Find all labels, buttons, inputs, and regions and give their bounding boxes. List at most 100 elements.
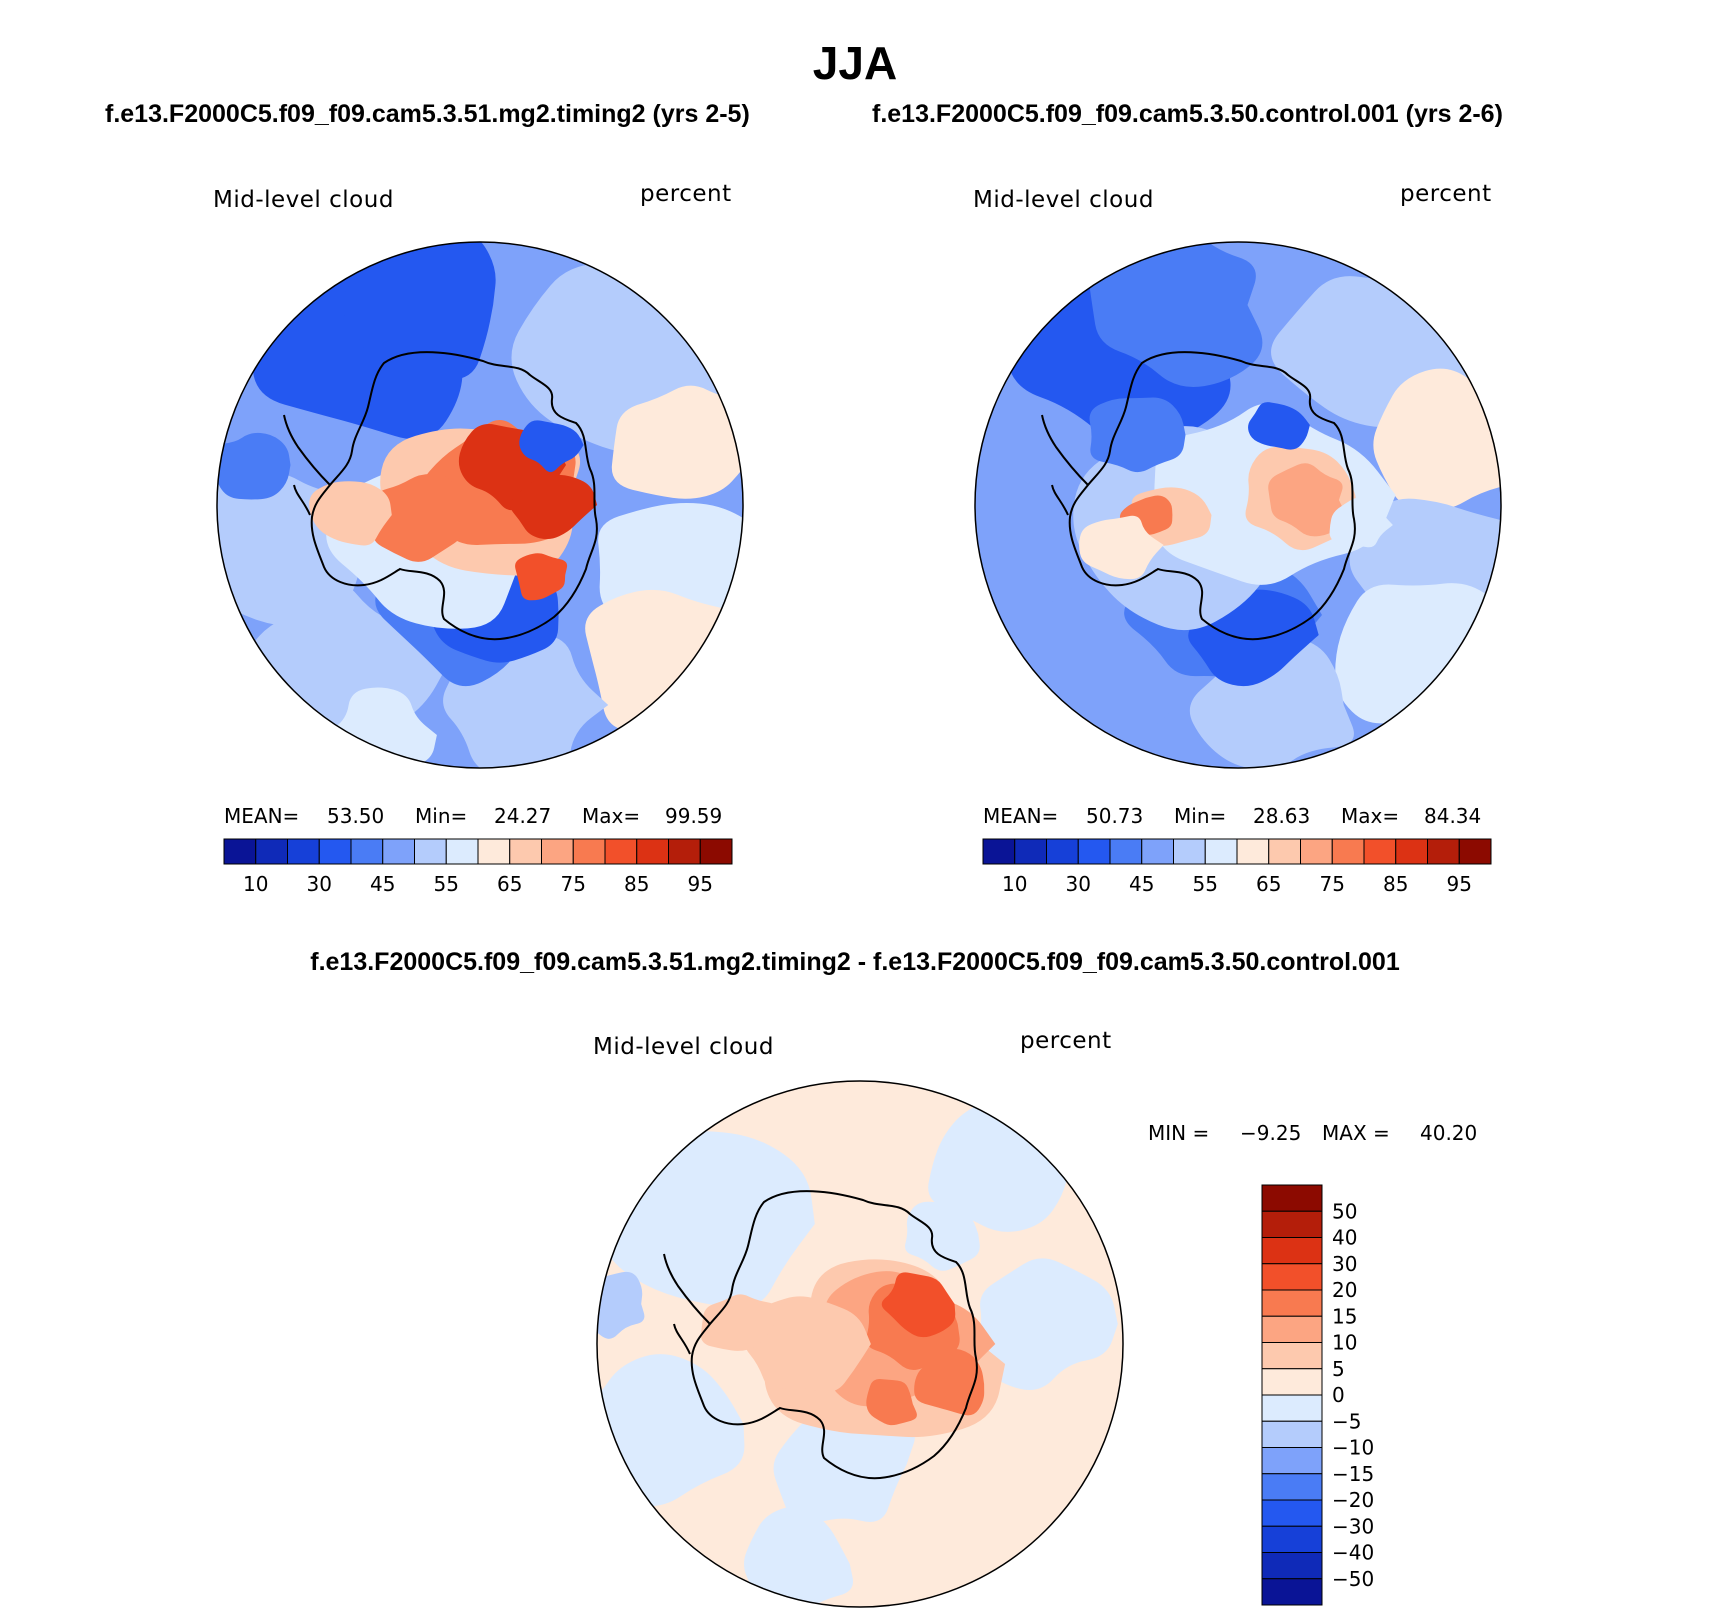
field-contour-1 [341, 242, 496, 380]
diff-units-label: percent [1020, 1028, 1112, 1054]
diff-max-value: 40.20 [1420, 1121, 1478, 1145]
diff-colorbar-tick-label-8: −5 [1332, 1409, 1361, 1433]
panel2-max-label: Max= [1341, 804, 1400, 828]
field-contour-14 [700, 1294, 778, 1351]
diff-colorbar-swatch-5 [1261, 1315, 1323, 1343]
panel1-colorbar-tick-label-2: 45 [370, 872, 395, 896]
panel1-max-label: Max= [582, 804, 641, 828]
panel2-mean-label: MEAN= [983, 804, 1059, 828]
panel1-colorbar-swatch-15 [699, 838, 733, 865]
diff-colorbar-swatch-2 [1261, 1237, 1323, 1265]
diff-colorbar-tick-label-1: 40 [1332, 1226, 1357, 1250]
panel1-mean-value: 53.50 [327, 804, 385, 828]
field-contour-5 [744, 1506, 854, 1607]
panel2-colorbar-swatch-6 [1173, 838, 1206, 865]
field-contour-6 [773, 1410, 915, 1526]
panel1-min-label: Min= [415, 804, 468, 828]
panel1-colorbar-tick-label-5: 75 [561, 872, 586, 896]
panel2-colorbar-swatch-13 [1395, 838, 1428, 865]
diff-colorbar-tick-label-7: 0 [1332, 1383, 1345, 1407]
diff-colorbar-tick-label-5: 10 [1332, 1331, 1357, 1355]
diff-colorbar-tick-label-12: −30 [1332, 1514, 1374, 1538]
panel1-units-label: percent [640, 181, 732, 207]
panel1-colorbar-swatch-12 [604, 838, 638, 865]
field-contour-18 [1248, 402, 1310, 450]
map-field [597, 1081, 1123, 1607]
diff-colorbar-swatch-4 [1261, 1289, 1323, 1317]
panel2-mean-value: 50.73 [1086, 804, 1144, 828]
panel1-colorbar: 10 30 45 55 65 75 85 95 [223, 838, 733, 896]
panel1-colorbar-swatch-10 [541, 838, 574, 865]
map-field [217, 242, 743, 768]
diff-colorbar-swatch-10 [1261, 1447, 1323, 1475]
panel2-colorbar-swatch-5 [1141, 838, 1174, 865]
panel1-colorbar-swatch-13 [636, 838, 669, 865]
field-contour-19 [519, 420, 584, 473]
diff-panel-title: f.e13.F2000C5.f09_f09.cam5.3.51.mg2.timi… [310, 948, 1400, 976]
map-field [975, 242, 1501, 768]
panel2-min-value: 28.63 [1253, 804, 1311, 828]
panel2-colorbar-tick-label-1: 30 [1066, 872, 1091, 896]
field-contour-15 [510, 474, 598, 540]
panel1-colorbar-tick-label-7: 95 [688, 872, 713, 896]
panel1-map [216, 241, 744, 769]
panel1-colorbar-swatch-11 [572, 838, 606, 865]
diff-colorbar-swatch-7 [1261, 1368, 1323, 1396]
panel1-mean-label: MEAN= [224, 804, 300, 828]
diff-colorbar-swatch-0 [1261, 1184, 1323, 1212]
field-contour-16 [597, 1271, 645, 1339]
diff-colorbar-swatch-15 [1261, 1578, 1323, 1606]
panel2-colorbar-swatch-12 [1363, 838, 1397, 865]
panel1-colorbar-swatch-8 [477, 838, 511, 865]
panel2-colorbar-tick-label-6: 85 [1383, 872, 1408, 896]
panel1-colorbar-swatch-1 [255, 838, 288, 865]
panel2-colorbar-swatch-2 [1046, 838, 1079, 865]
panel1-colorbar-swatch-14 [668, 838, 701, 865]
field-contour-19 [1089, 397, 1186, 473]
panel1-colorbar-tick-label-4: 65 [497, 872, 522, 896]
panel2-colorbar-tick-label-5: 75 [1320, 872, 1345, 896]
page-title: JJA [812, 37, 898, 89]
panel2-colorbar-swatch-10 [1300, 838, 1333, 865]
diff-colorbar-tick-label-3: 20 [1332, 1278, 1357, 1302]
diff-colorbar-swatch-11 [1261, 1473, 1323, 1501]
panel1-min-value: 24.27 [494, 804, 552, 828]
panel1-colorbar-swatch-6 [414, 838, 447, 865]
field-contour-10 [881, 1272, 956, 1338]
panel1-colorbar-swatch-2 [287, 838, 320, 865]
field-contour-11 [914, 1348, 985, 1416]
panel2-colorbar-swatch-0 [982, 838, 1016, 865]
panel2-colorbar-swatch-14 [1427, 838, 1460, 865]
panel1-colorbar-tick-label-1: 30 [307, 872, 332, 896]
panel2-colorbar-tick-label-3: 55 [1193, 872, 1218, 896]
panel1-colorbar-swatch-3 [318, 838, 352, 865]
field-contour-16 [372, 473, 463, 562]
diff-min-label: MIN = [1148, 1121, 1210, 1145]
diff-colorbar-swatch-8 [1261, 1394, 1323, 1422]
panel2-colorbar-tick-label-7: 95 [1447, 872, 1472, 896]
diff-colorbar-swatch-14 [1261, 1552, 1323, 1580]
panel1-colorbar-swatch-0 [223, 838, 257, 865]
panel2-colorbar-tick-label-4: 65 [1256, 872, 1281, 896]
panel1-variable-label: Mid-level cloud [213, 187, 394, 213]
panel2-min-label: Min= [1174, 804, 1227, 828]
diff-colorbar-swatch-3 [1261, 1263, 1323, 1291]
field-contour-20 [1329, 496, 1393, 548]
panel2-colorbar-tick-label-0: 10 [1002, 872, 1027, 896]
field-contour-18 [515, 553, 568, 601]
diff-colorbar-tick-label-2: 30 [1332, 1252, 1357, 1276]
field-contour-15 [905, 1201, 980, 1271]
diff-colorbar-tick-label-0: 50 [1332, 1199, 1357, 1223]
diff-colorbar-swatch-9 [1261, 1420, 1323, 1448]
panel2-colorbar: 10 30 45 55 65 75 85 95 [982, 838, 1492, 896]
diff-colorbar-swatch-1 [1261, 1210, 1323, 1238]
diff-colorbar-tick-label-10: −15 [1332, 1462, 1374, 1486]
panel2-units-label: percent [1400, 181, 1492, 207]
panel2-variable-label: Mid-level cloud [973, 187, 1154, 213]
panel2-colorbar-tick-label-2: 45 [1129, 872, 1154, 896]
diff-colorbar-swatch-13 [1261, 1525, 1323, 1553]
panel1-colorbar-swatch-4 [350, 838, 384, 865]
panel1-max-value: 99.59 [665, 804, 723, 828]
